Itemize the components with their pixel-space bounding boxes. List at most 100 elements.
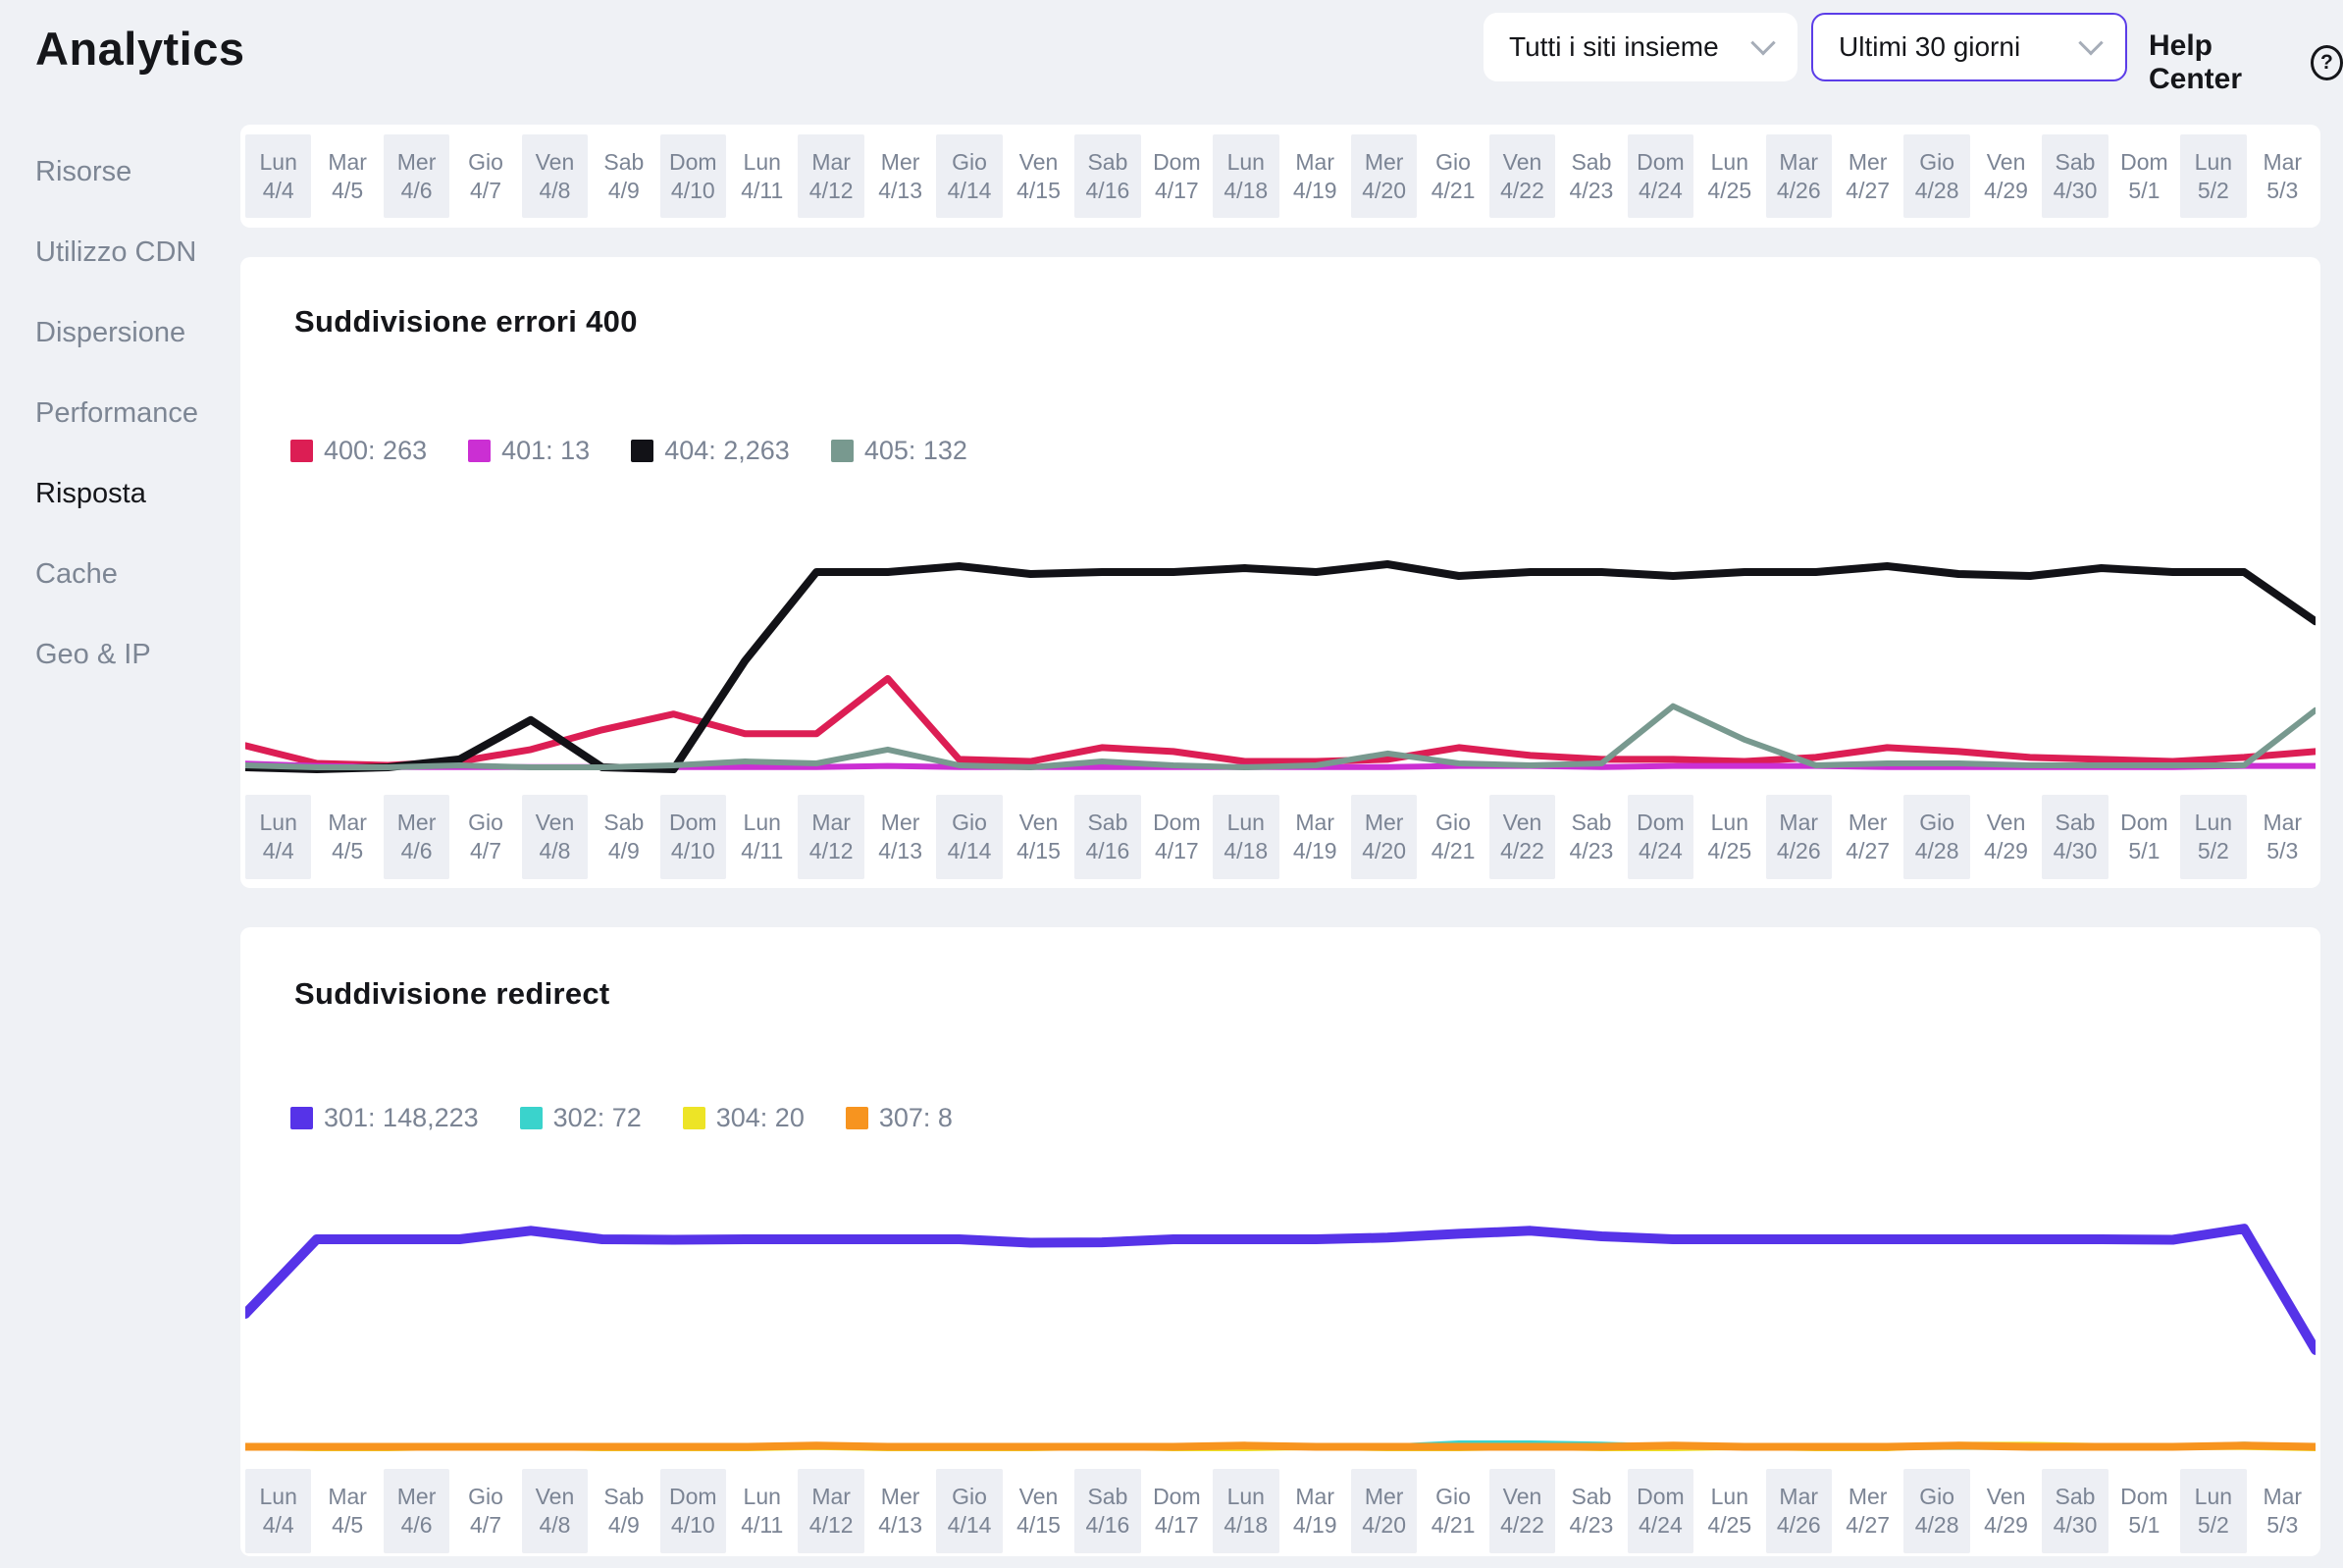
date-cell-4-22: Ven 4/22 [1488,1469,1556,1553]
legend-label-401: 401: 13 [501,436,591,465]
series-line-404 [245,560,2316,773]
legend-label-301: 301: 148,223 [324,1103,479,1132]
date-cell-4-16: Sab 4/16 [1074,1469,1141,1553]
legend-item-401[interactable]: 401: 13 [468,436,590,466]
date-cell-4-6: Mer 4/6 [383,795,450,879]
date-cell-4-15: Ven 4/15 [1016,1484,1061,1538]
date-cell-4-16: Sab 4/16 [1074,795,1141,879]
series-line-307 [245,1441,2316,1451]
redirect-legend: 301: 148,223 302: 72 304: 20 307: 8 [290,1103,953,1133]
date-range-dropdown[interactable]: Ultimi 30 giorni [1811,13,2127,81]
date-cell-4-22: Ven 4/22 [1488,795,1556,879]
sidebar-item-dispersione[interactable]: Dispersione [35,317,186,348]
date-cell-4-26: Mar 4/26 [1765,1469,1832,1553]
date-cell-5-2: Lun 5/2 [2180,1469,2247,1553]
date-cell-4-30: Sab 4/30 [2042,134,2109,218]
legend-item-304[interactable]: 304: 20 [682,1103,805,1133]
date-cell-4-28: Gio 4/28 [1903,1469,1970,1553]
date-cell-4-28: Gio 4/28 [1903,134,1970,218]
date-cell-4-25: Lun 4/25 [1707,810,1752,863]
legend-swatch-401 [468,440,492,462]
date-cell-4-11: Lun 4/11 [741,810,784,863]
date-cell-4-19: Mar 4/19 [1292,148,1337,203]
date-cell-4-18: Lun 4/18 [1213,1469,1279,1553]
date-cell-5-3: Mar 5/3 [2263,810,2303,863]
date-cell-5-3: Mar 5/3 [2263,148,2303,203]
date-cell-4-4: Lun 4/4 [245,795,312,879]
date-cell-4-20: Mer 4/20 [1350,795,1418,879]
date-cell-4-30: Sab 4/30 [2042,795,2109,879]
help-center-link[interactable]: Help Center ? [2149,29,2343,96]
help-center-label: Help Center [2149,29,2243,95]
date-cell-4-28: Gio 4/28 [1903,795,1970,879]
date-cell-4-15: Ven 4/15 [1016,810,1061,863]
date-cell-4-12: Mar 4/12 [798,1469,864,1553]
legend-item-405[interactable]: 405: 132 [830,436,967,466]
date-cell-4-21: Gio 4/21 [1431,148,1476,203]
legend-item-404[interactable]: 404: 2,263 [631,436,790,466]
date-cell-4-12: Mar 4/12 [798,134,864,218]
legend-swatch-404 [631,440,654,462]
date-cell-4-18: Lun 4/18 [1213,134,1279,218]
date-cell-4-26: Mar 4/26 [1765,795,1832,879]
date-cell-4-19: Mar 4/19 [1292,1484,1337,1538]
series-line-400 [245,675,2316,769]
date-cell-4-5: Mar 4/5 [328,1484,367,1538]
legend-item-301[interactable]: 301: 148,223 [290,1103,479,1133]
legend-label-405: 405: 132 [863,436,967,465]
sidebar-item-performance[interactable]: Performance [35,397,199,429]
date-cell-4-23: Sab 4/23 [1569,1484,1614,1538]
date-cell-4-7: Gio 4/7 [468,1484,503,1538]
legend-swatch-400 [290,440,313,462]
site-selector-value: Tutti i siti insieme [1509,31,1719,62]
date-cell-4-17: Dom 4/17 [1153,810,1201,863]
date-cell-4-21: Gio 4/21 [1431,810,1476,863]
legend-swatch-304 [682,1107,705,1129]
sidebar-item-cache[interactable]: Cache [35,558,118,590]
date-cell-4-10: Dom 4/10 [659,1469,727,1553]
legend-label-304: 304: 20 [715,1103,805,1132]
legend-item-400[interactable]: 400: 263 [290,436,427,466]
date-cell-4-6: Mer 4/6 [383,1469,450,1553]
legend-swatch-301 [290,1107,313,1129]
sidebar: Risorse Utilizzo CDN Dispersione Performanc… [35,157,232,720]
redirect-title: Suddivisione redirect [294,976,610,1011]
date-cell-4-21: Gio 4/21 [1431,1484,1476,1538]
date-cell-4-8: Ven 4/8 [521,795,589,879]
legend-swatch-307 [845,1107,868,1129]
date-cell-4-14: Gio 4/14 [936,1469,1003,1553]
legend-label-302: 302: 72 [552,1103,642,1132]
legend-item-307[interactable]: 307: 8 [845,1103,953,1133]
date-cell-4-24: Dom 4/24 [1627,134,1694,218]
date-cell-4-24: Dom 4/24 [1627,795,1694,879]
errors-400-chart[interactable] [245,518,2316,781]
legend-swatch-302 [519,1107,543,1129]
site-selector-dropdown[interactable]: Tutti i siti insieme [1484,13,1797,81]
date-cell-4-27: Mer 4/27 [1846,148,1891,203]
date-cell-5-1: Dom 5/1 [2120,1484,2168,1538]
date-cell-4-27: Mer 4/27 [1846,810,1891,863]
date-cell-5-2: Lun 5/2 [2180,795,2247,879]
chevron-down-icon [2078,30,2104,56]
date-cell-4-19: Mar 4/19 [1292,810,1337,863]
date-cell-4-17: Dom 4/17 [1153,1484,1201,1538]
date-cell-4-23: Sab 4/23 [1569,810,1614,863]
date-cell-4-4: Lun 4/4 [245,134,312,218]
sidebar-item-geo-ip[interactable]: Geo & IP [35,639,151,670]
errors-400-x-axis: Lun 4/4 Mar 4/5 Mer 4/6 Gio 4/7 Ven 4/8 Sab 4/9 Dom 4… [245,795,2316,879]
date-cell-4-25: Lun 4/25 [1707,1484,1752,1538]
date-cell-4-11: Lun 4/11 [741,148,784,203]
redirect-card: Suddivisione redirect 301: 148,223 302: 7… [240,927,2320,1556]
redirect-chart[interactable] [245,1215,2316,1462]
date-cell-4-27: Mer 4/27 [1846,1484,1891,1538]
date-cell-4-12: Mar 4/12 [798,795,864,879]
sidebar-item-risorse[interactable]: Risorse [35,156,132,187]
date-cell-4-29: Ven 4/29 [1984,810,2028,863]
date-cell-5-1: Dom 5/1 [2120,148,2168,203]
date-cell-4-4: Lun 4/4 [245,1469,312,1553]
sidebar-item-utilizzo-cdn[interactable]: Utilizzo CDN [35,236,197,268]
sidebar-item-risposta[interactable]: Risposta [35,478,146,509]
legend-item-302[interactable]: 302: 72 [519,1103,642,1133]
date-cell-4-22: Ven 4/22 [1488,134,1556,218]
